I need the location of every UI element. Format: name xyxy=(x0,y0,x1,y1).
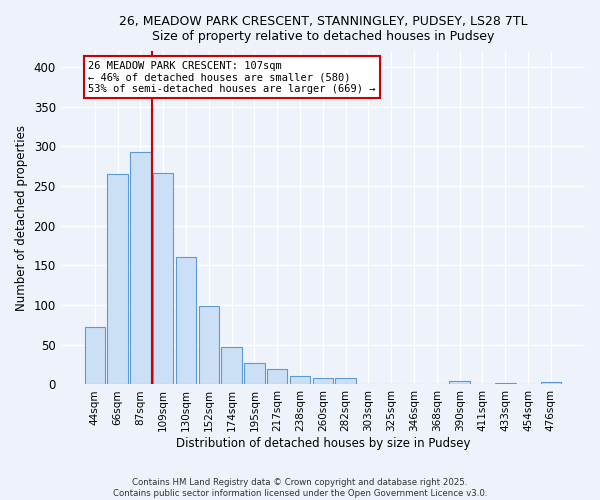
Bar xyxy=(267,370,287,384)
Title: 26, MEADOW PARK CRESCENT, STANNINGLEY, PUDSEY, LS28 7TL
Size of property relativ: 26, MEADOW PARK CRESCENT, STANNINGLEY, P… xyxy=(119,15,527,43)
Bar xyxy=(244,363,265,384)
Bar xyxy=(290,376,310,384)
Bar xyxy=(130,152,151,384)
Bar xyxy=(85,328,105,384)
Bar xyxy=(313,378,333,384)
Text: Contains HM Land Registry data © Crown copyright and database right 2025.
Contai: Contains HM Land Registry data © Crown c… xyxy=(113,478,487,498)
Bar xyxy=(541,382,561,384)
Bar xyxy=(495,383,515,384)
Bar xyxy=(221,347,242,385)
Text: 26 MEADOW PARK CRESCENT: 107sqm
← 46% of detached houses are smaller (580)
53% o: 26 MEADOW PARK CRESCENT: 107sqm ← 46% of… xyxy=(88,60,376,94)
Y-axis label: Number of detached properties: Number of detached properties xyxy=(15,125,28,311)
Bar xyxy=(199,306,219,384)
Bar xyxy=(153,172,173,384)
Bar xyxy=(176,258,196,384)
Bar xyxy=(335,378,356,384)
Bar xyxy=(107,174,128,384)
Bar xyxy=(449,382,470,384)
X-axis label: Distribution of detached houses by size in Pudsey: Distribution of detached houses by size … xyxy=(176,437,470,450)
